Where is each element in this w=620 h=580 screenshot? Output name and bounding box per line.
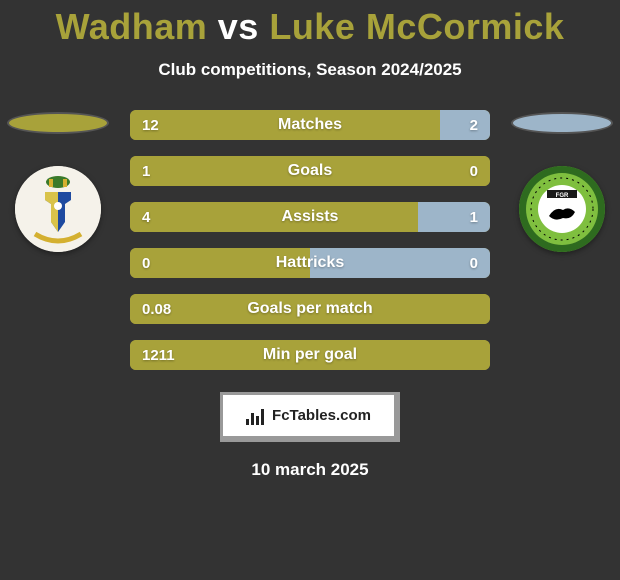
subtitle: Club competitions, Season 2024/2025 (0, 60, 620, 80)
stat-label: Min per goal (130, 340, 490, 370)
stat-label: Goals (130, 156, 490, 186)
stat-label: Assists (130, 202, 490, 232)
stat-row: 10Goals (130, 156, 490, 186)
platform-left (7, 112, 109, 134)
comparison-card: Wadham vs Luke McCormick Club competitio… (0, 0, 620, 580)
side-right: FGR (512, 110, 612, 252)
page-title: Wadham vs Luke McCormick (0, 0, 620, 48)
title-vs: vs (218, 6, 259, 47)
stat-row: 00Hattricks (130, 248, 490, 278)
stat-label: Hattricks (130, 248, 490, 278)
crest-left (15, 166, 101, 252)
crest-right: FGR (519, 166, 605, 252)
stat-row: 0.08Goals per match (130, 294, 490, 324)
stat-label: Goals per match (130, 294, 490, 324)
stat-row: 41Assists (130, 202, 490, 232)
svg-text:FGR: FGR (556, 193, 569, 199)
footer-date: 10 march 2025 (0, 460, 620, 480)
side-left (8, 110, 108, 252)
stat-label: Matches (130, 110, 490, 140)
title-player1: Wadham (56, 6, 208, 47)
chart-icon (246, 407, 266, 425)
stat-row: 1211Min per goal (130, 340, 490, 370)
title-player2: Luke McCormick (269, 6, 564, 47)
stat-bars: 122Matches 10Goals 41Assists 00Hattricks 0.0… (130, 110, 490, 386)
platform-right (511, 112, 613, 134)
stat-row: 122Matches (130, 110, 490, 140)
footer-brand-badge: FcTables.com (220, 392, 400, 442)
footer-brand-text: FcTables.com (272, 407, 371, 424)
main-area: FGR 122Matches 10Goals 41Assists 00Hattrick… (0, 110, 620, 380)
